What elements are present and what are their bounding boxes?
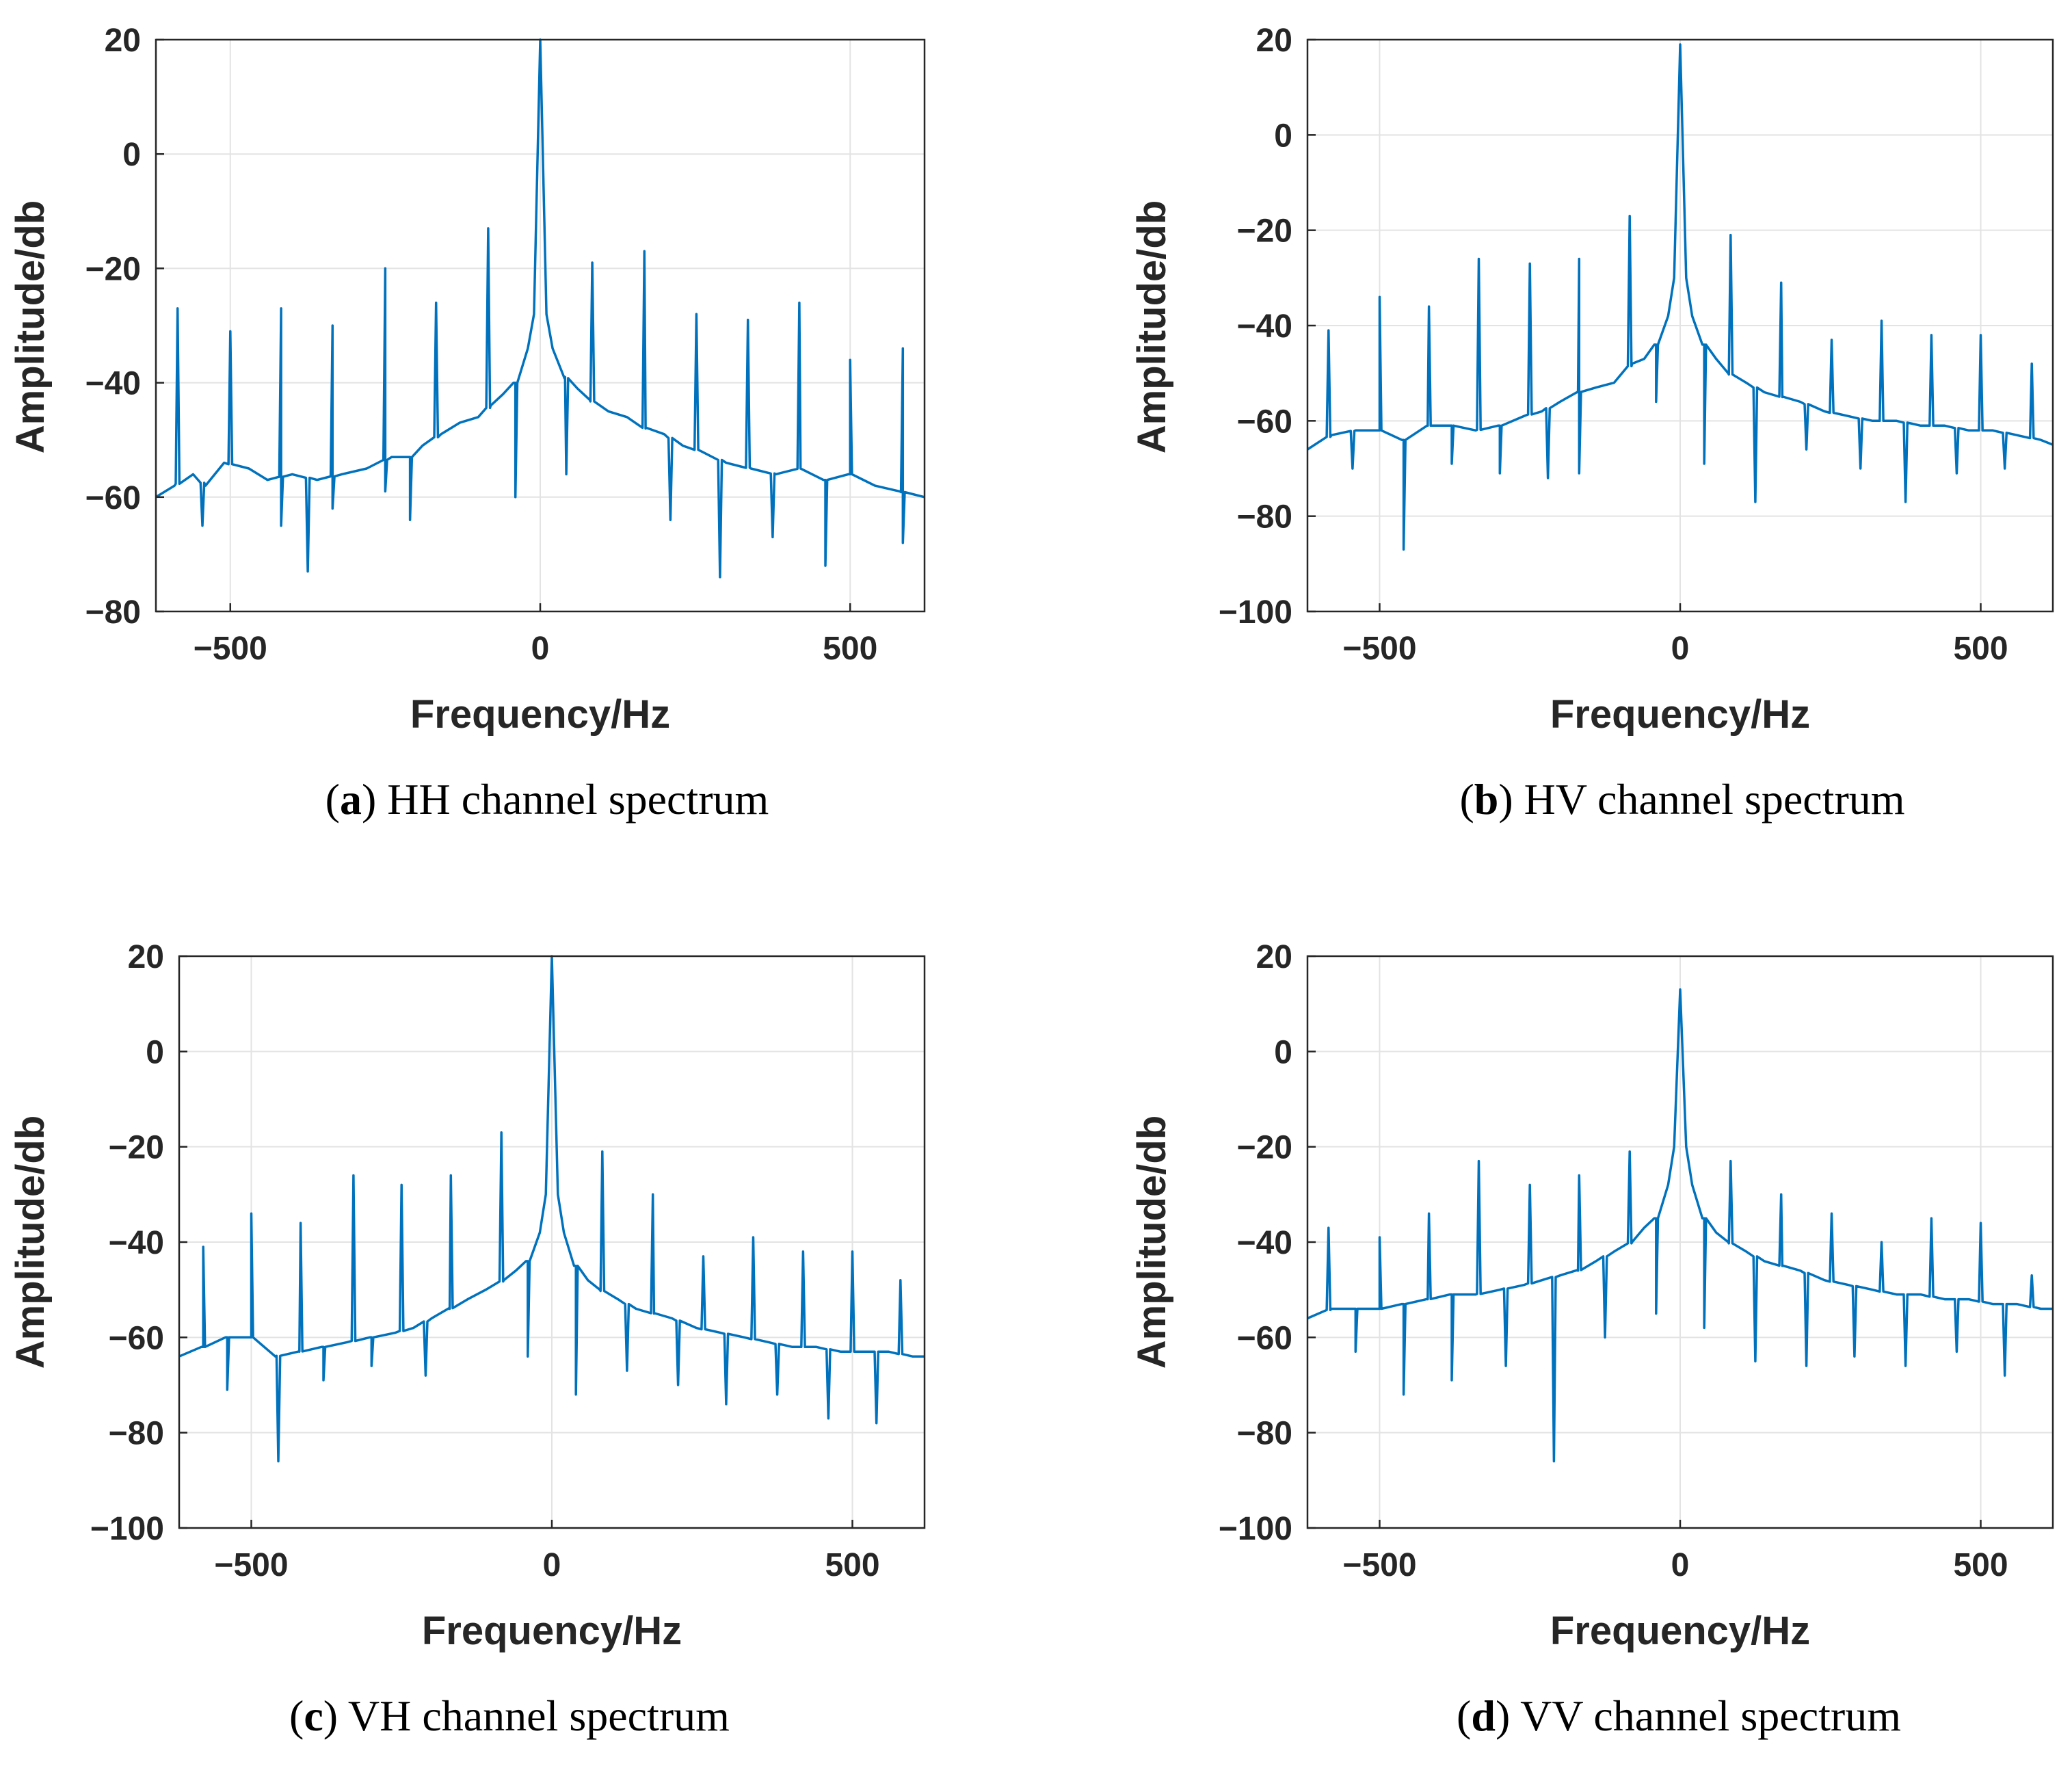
- panel-b-x-axis-label: Frequency/Hz: [1550, 692, 1810, 737]
- panel-c-y-tick-label: −80: [109, 1416, 164, 1452]
- panel-a-x-tick-label: 500: [823, 631, 877, 667]
- panel-d-x-axis-label: Frequency/Hz: [1550, 1609, 1810, 1653]
- panel-d-y-tick-label: −100: [1219, 1511, 1292, 1547]
- panel-b-x-tick-label: 0: [1671, 631, 1690, 667]
- panel-a-x-tick-label: 0: [531, 631, 550, 667]
- panel-a-spectrum-line: [155, 38, 925, 579]
- panel-b-x-tick-label: −500: [1342, 631, 1416, 667]
- panel-d-y-tick-label: 20: [1256, 939, 1292, 975]
- panel-a-y-tick-label: −60: [85, 480, 141, 516]
- panel-d-spectrum-line: [1307, 988, 2053, 1463]
- panel-c-vh-spectrum: (c) VH channel spectrum −500 0 500 20 0 −20 −4…: [8, 939, 926, 1740]
- panel-d-y-axis-label: Amplitude/db: [1130, 1116, 1174, 1369]
- caption-c: (c) VH channel spectrum: [289, 1691, 730, 1740]
- panel-c-x-axis-label: Frequency/Hz: [422, 1609, 682, 1653]
- panel-b-y-tick-label: 0: [1274, 118, 1292, 154]
- panel-d-x-tick-label: 0: [1671, 1547, 1690, 1583]
- panel-d-x-tick-label: 500: [1953, 1547, 2008, 1583]
- caption-a: (a) HH channel spectrum: [326, 775, 769, 823]
- panel-c-y-tick-label: −20: [109, 1130, 164, 1166]
- caption-b: (b) HV channel spectrum: [1459, 775, 1904, 823]
- panel-c-x-tick-label: 500: [825, 1547, 879, 1583]
- panel-d-y-tick-label: −20: [1237, 1130, 1292, 1166]
- panel-b-spectrum-line: [1307, 43, 2054, 551]
- panel-c-y-tick-label: −100: [90, 1511, 164, 1547]
- panel-d-y-tick-label: −80: [1237, 1416, 1292, 1452]
- panel-d-y-tick-label: −60: [1237, 1320, 1292, 1356]
- panel-b-y-axis-label: Amplitude/db: [1130, 200, 1174, 454]
- panel-b-y-tick-label: −60: [1237, 404, 1292, 440]
- panel-d-y-tick-label: −40: [1237, 1225, 1292, 1261]
- panel-b-y-tick-label: −20: [1237, 213, 1292, 250]
- panel-d-x-tick-label: −500: [1342, 1547, 1416, 1583]
- panel-a-y-axis-label: Amplitude/db: [8, 200, 53, 454]
- panel-b-y-tick-label: 20: [1256, 23, 1292, 59]
- panel-b-y-tick-label: −80: [1237, 499, 1292, 536]
- panel-a-y-tick-label: −20: [85, 251, 141, 287]
- panel-c-y-tick-label: 0: [146, 1034, 164, 1070]
- panel-c-y-tick-label: −60: [109, 1320, 164, 1356]
- panel-a-y-tick-label: 20: [105, 23, 141, 59]
- panel-c-y-axis-label: Amplitude/db: [8, 1116, 53, 1369]
- panel-c-y-tick-label: 20: [128, 939, 164, 975]
- panel-a-x-tick-label: −500: [194, 631, 267, 667]
- panel-a-y-tick-label: −40: [85, 366, 141, 402]
- panel-b-y-tick-label: −100: [1219, 594, 1292, 631]
- panel-a-y-tick-label: 0: [122, 137, 141, 173]
- caption-d: (d) VV channel spectrum: [1457, 1691, 1901, 1740]
- panel-a-x-axis-label: Frequency/Hz: [410, 692, 670, 737]
- panel-c-y-tick-label: −40: [109, 1225, 164, 1261]
- panel-d-y-tick-label: 0: [1274, 1034, 1292, 1070]
- panel-a-hh-spectrum: (a) HH channel spectrum −500 0 500 20 0 −20 −4…: [8, 23, 926, 823]
- panel-b-y-tick-label: −40: [1237, 308, 1292, 345]
- panel-c-spectrum-line: [178, 955, 925, 1463]
- panel-d-vv-spectrum: (d) VV channel spectrum −500 0 500 20 0 −20 −4…: [1130, 939, 2054, 1740]
- panel-b-x-tick-label: 500: [1953, 631, 2008, 667]
- panel-c-x-tick-label: 0: [543, 1547, 561, 1583]
- panel-a-y-tick-label: −80: [85, 594, 141, 631]
- panel-b-hv-spectrum: (b) HV channel spectrum −500 0 500 20 0 −20 −4…: [1130, 23, 2054, 823]
- panel-c-x-tick-label: −500: [214, 1547, 288, 1583]
